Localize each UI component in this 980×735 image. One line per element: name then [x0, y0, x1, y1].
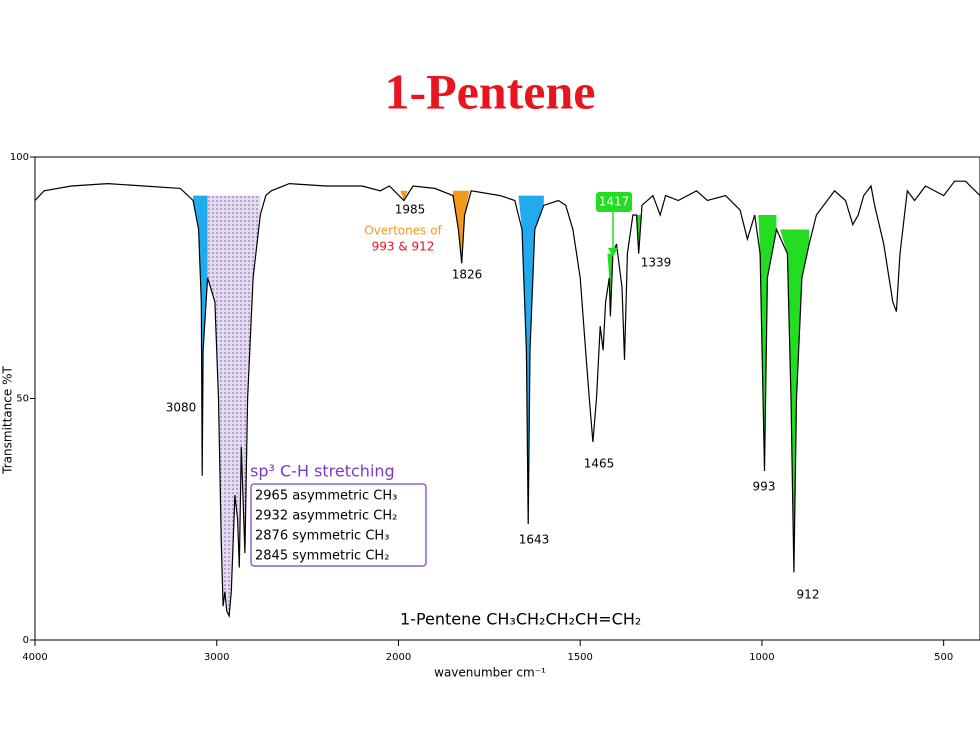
peak-label: 1465: [584, 457, 615, 471]
footer-label: 1-Pentene CH₃CH₂CH₂CH=CH₂: [400, 610, 641, 629]
box-line: 2965 asymmetric CH₃: [255, 489, 397, 504]
y-tick-label: 50: [16, 394, 29, 405]
x-tick-label: 3000: [204, 652, 229, 663]
highlight: [607, 253, 613, 317]
peak-label: 1339: [641, 256, 672, 270]
y-tick-label: 100: [10, 152, 29, 163]
box-line: 2845 symmetric CH₂: [255, 549, 389, 564]
peak-label: 3080: [166, 401, 197, 415]
y-tick-label: 0: [23, 635, 29, 646]
annotation: Overtones of: [364, 224, 442, 238]
box-line: 2876 symmetric CH₃: [255, 529, 389, 544]
x-tick-label: 1000: [749, 652, 774, 663]
x-tick-label: 4000: [22, 652, 47, 663]
spectrum-line: [34, 180, 980, 619]
peak-label: 1417: [599, 195, 630, 209]
highlight: [518, 195, 544, 525]
peak-label: 993: [753, 480, 776, 494]
highlight: [193, 195, 208, 476]
peak-label: 1985: [395, 203, 426, 217]
x-tick-label: 1500: [567, 652, 592, 663]
peak-label: 1643: [519, 533, 550, 547]
arrow-head: [608, 248, 618, 257]
highlight: [780, 229, 810, 573]
highlight: [400, 190, 408, 201]
y-axis-label: Transmittance %T: [1, 366, 15, 475]
x-tick-label: 500: [934, 652, 953, 663]
highlight: [452, 190, 470, 264]
peak-label: 1826: [452, 268, 483, 282]
box-title: sp³ C-H stretching: [250, 462, 395, 481]
plot-frame: [34, 156, 980, 641]
x-tick-label: 2000: [386, 652, 411, 663]
peak-label: 912: [797, 588, 820, 602]
peak-badge: [596, 192, 632, 212]
annotation: 993 & 912: [372, 240, 435, 254]
highlight: [758, 214, 777, 471]
annotation-box: [250, 483, 427, 567]
chart-title: 1-Pentene: [384, 63, 595, 119]
x-axis-label: wavenumber cm⁻¹: [434, 666, 546, 680]
box-line: 2932 asymmetric CH₂: [255, 509, 397, 524]
highlight: [634, 205, 642, 254]
